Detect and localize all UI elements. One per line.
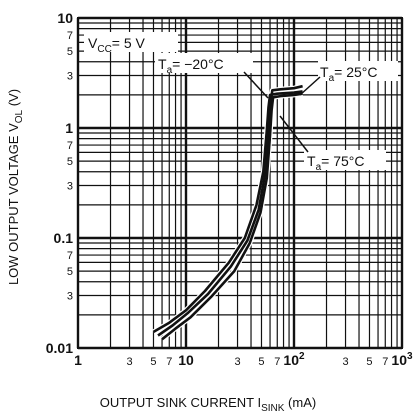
y-tick-label-minor: 3 (67, 291, 73, 303)
svg-text:VCC= 5 V: VCC= 5 V (88, 35, 146, 55)
y-axis-label-sub: OL (14, 109, 25, 123)
x-axis-label: OUTPUT SINK CURRENT ISINK (mA) (100, 395, 316, 413)
annotation-layer: Ta= −20°C Ta= 25°C Ta= 75°C (155, 53, 398, 173)
x-tick-label-minor: 7 (382, 356, 388, 368)
svg-text:Ta= 75°C: Ta= 75°C (307, 153, 364, 173)
y-tick-label-major: 0.01 (46, 340, 73, 356)
x-tick-label-minor: 5 (258, 356, 264, 368)
y-tick-label-minor: 5 (67, 156, 73, 168)
x-axis-label-unit: (mA) (284, 395, 316, 410)
x-tick-label-major: 103 (391, 351, 413, 368)
x-axis-label-sub: SINK (261, 403, 285, 413)
series-line-1 (157, 84, 303, 337)
conditions-sub: CC (97, 44, 111, 55)
annotation-ta-25-t: T (320, 64, 329, 80)
annotation-ta-25: Ta= 25°C (299, 61, 398, 96)
annotation-ta-25-bg (318, 61, 398, 81)
x-tick-label-major: 102 (283, 351, 305, 368)
x-tick-label-exponent: 3 (407, 351, 413, 362)
y-axis-label-unit: (V) (6, 89, 21, 110)
y-tick-label-major: 0.1 (54, 230, 74, 246)
conditions-v: V (88, 35, 98, 51)
annotation-ta-75-rest: = 75°C (321, 153, 364, 169)
y-tick-label-minor: 7 (67, 250, 73, 262)
annotation-ta-minus20: Ta= −20°C (155, 53, 269, 99)
svg-text:Ta= 25°C: Ta= 25°C (320, 64, 377, 84)
x-tick-label-minor: 7 (274, 356, 280, 368)
annotation-ta-75-leader (279, 115, 309, 153)
annotation-ta-75-bg (304, 150, 386, 170)
annotation-ta-25-rest: = 25°C (334, 64, 377, 80)
annotation-ta-75-t: T (307, 153, 316, 169)
x-tick-label-minor: 7 (166, 356, 172, 368)
y-tick-label-minor: 3 (67, 71, 73, 83)
y-axis-label-main: LOW OUTPUT VOLTAGE V (6, 123, 21, 285)
conditions-background (84, 32, 178, 52)
series-line-0 (152, 90, 303, 334)
conditions-rest: = 5 V (112, 35, 146, 51)
x-tick-label-minor: 5 (366, 356, 372, 368)
y-tick-label-minor: 5 (67, 46, 73, 58)
y-axis-label: LOW OUTPUT VOLTAGE VOL (V) (6, 89, 25, 285)
annotation-ta-minus20-bg (155, 53, 253, 73)
annotation-ta-75-sub: a (316, 162, 322, 173)
x-tick-label-minor: 5 (150, 356, 156, 368)
series-layer (152, 83, 304, 342)
plot-frame (77, 17, 403, 349)
annotation-ta-minus20-sub: a (167, 65, 173, 76)
x-tick-label-major: 10 (178, 352, 194, 368)
y-tick-label-minor: 5 (67, 266, 73, 278)
x-tick-label-minor: 3 (126, 356, 132, 368)
annotation-ta-25-leader (299, 76, 321, 96)
annotation-ta-minus20-t: T (158, 56, 167, 72)
y-tick-label-major: 1 (65, 120, 73, 136)
y-tick-label-major: 10 (57, 10, 73, 26)
x-tick-label-minor: 3 (342, 356, 348, 368)
conditions-label: VCC= 5 V (84, 32, 178, 55)
annotation-ta-25-sub: a (329, 73, 335, 84)
x-tick-label-exponent: 2 (299, 351, 305, 362)
svg-text:Ta= −20°C: Ta= −20°C (158, 56, 224, 76)
series-halo-1 (156, 83, 304, 338)
x-axis-label-main: OUTPUT SINK CURRENT I (100, 395, 261, 410)
y-tick-label-minor: 3 (67, 181, 73, 193)
series-line-2 (161, 92, 303, 341)
series-halo-2 (160, 91, 303, 342)
annotation-ta-minus20-rest: = −20°C (172, 56, 224, 72)
annotation-ta-75: Ta= 75°C (279, 115, 386, 173)
annotation-ta-minus20-leader (243, 71, 269, 99)
x-tick-label-minor: 3 (234, 356, 240, 368)
y-tick-label-minor: 7 (67, 30, 73, 42)
y-tick-label-minor: 7 (67, 140, 73, 152)
x-tick-label-major: 1 (74, 352, 82, 368)
